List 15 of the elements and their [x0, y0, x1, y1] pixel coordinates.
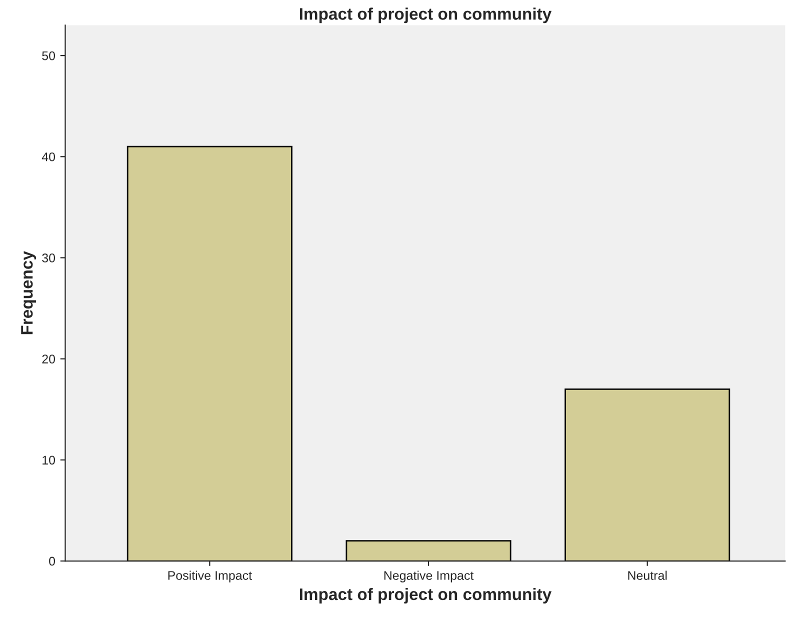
y-tick-label: 10	[42, 456, 56, 465]
bar	[564, 388, 730, 562]
y-tick-label: 50	[42, 51, 56, 60]
y-tick-label: 40	[42, 152, 56, 162]
x-tick-label: Positive Impact	[168, 570, 252, 582]
y-axis-title: Frequency	[21, 251, 36, 334]
bar	[126, 146, 292, 562]
y-tick-label: 20	[42, 354, 56, 364]
chart-title: Impact of project on community	[300, 8, 552, 24]
x-tick-label: Negative Impact	[384, 570, 474, 582]
y-tick-label: 0	[49, 556, 56, 566]
bar	[346, 540, 512, 562]
x-tick-label: Neutral	[628, 570, 667, 580]
x-axis-title: Impact of project on community	[300, 588, 552, 604]
y-tick-label: 30	[42, 254, 56, 262]
